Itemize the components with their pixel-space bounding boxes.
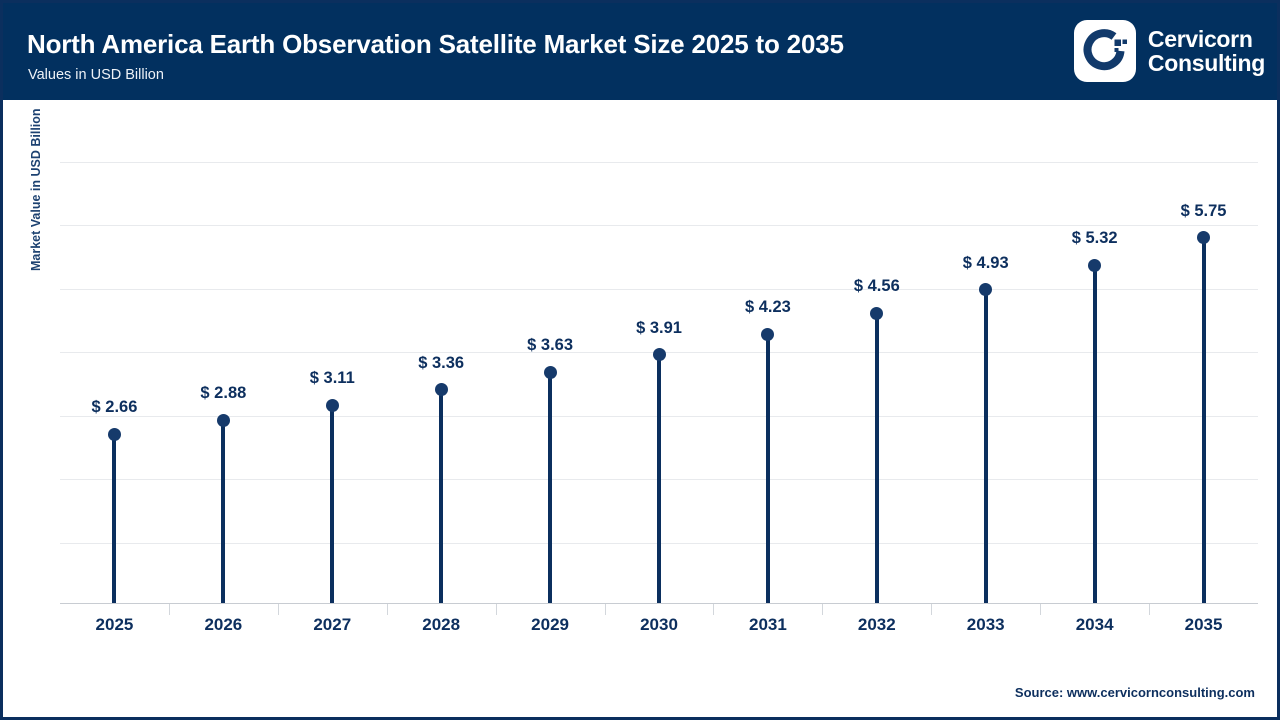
source-note: Source: www.cervicornconsulting.com xyxy=(1014,685,1255,700)
stem-2033 xyxy=(983,289,988,603)
data-label-2030: $ 3.91 xyxy=(636,318,682,337)
x-tick-label-2033: 2033 xyxy=(966,615,1005,634)
x-axis-tick-2032 xyxy=(875,588,879,603)
stem-2027 xyxy=(330,405,335,603)
stem-2032 xyxy=(874,313,879,603)
x-axis-tick-2026 xyxy=(221,588,225,603)
gridline-4 xyxy=(60,288,1258,290)
x-tick-label-2030: 2030 xyxy=(640,615,678,634)
page-subtitle: Values in USD Billion xyxy=(28,67,164,83)
data-point-2034[interactable] xyxy=(1088,258,1102,272)
category-separator xyxy=(168,604,170,615)
page-title: North America Earth Observation Satellit… xyxy=(27,29,844,59)
x-tick-label-2025: 2025 xyxy=(95,615,134,634)
stem-2028 xyxy=(439,389,444,603)
data-label-2026: $ 2.88 xyxy=(200,384,247,403)
x-tick-label-2031: 2031 xyxy=(748,615,787,634)
category-separator xyxy=(495,604,497,615)
category-separator xyxy=(1149,604,1151,615)
header-band: North America Earth Observation Satellit… xyxy=(3,3,1277,100)
stem-2029 xyxy=(548,372,553,603)
x-axis-tick-2025 xyxy=(112,588,116,603)
data-point-2035[interactable] xyxy=(1197,231,1211,245)
data-point-2030[interactable] xyxy=(652,348,666,362)
category-separator xyxy=(931,604,933,615)
data-point-2029[interactable] xyxy=(543,365,557,379)
stem-2025 xyxy=(112,434,117,603)
x-axis-tick-2035 xyxy=(1202,588,1206,603)
stem-2031 xyxy=(765,334,770,603)
category-separator xyxy=(713,604,715,615)
x-axis-tick-2030 xyxy=(657,588,661,603)
brand-logo-text: Cervicorn Consulting xyxy=(1147,25,1265,76)
x-axis-tick-2028 xyxy=(439,588,443,603)
x-tick-label-2032: 2032 xyxy=(857,615,896,634)
stem-2030 xyxy=(657,354,661,603)
data-label-2027: $ 3.11 xyxy=(309,369,355,388)
data-label-2025: $ 2.66 xyxy=(91,398,138,417)
x-axis-tick-2034 xyxy=(1093,588,1097,603)
x-axis-tick-2029 xyxy=(548,588,552,603)
data-label-2031: $ 4.23 xyxy=(744,298,791,317)
brand-name-line2: Consulting xyxy=(1147,50,1265,76)
data-point-2027[interactable] xyxy=(325,398,339,412)
x-tick-label-2034: 2034 xyxy=(1075,615,1114,634)
data-point-2033[interactable] xyxy=(979,283,993,297)
stem-2026 xyxy=(221,420,226,603)
x-tick-label-2028: 2028 xyxy=(422,615,461,634)
category-separator xyxy=(604,604,606,615)
data-label-2028: $ 3.36 xyxy=(418,353,465,372)
x-tick-label-2026: 2026 xyxy=(204,615,243,634)
gridline-5 xyxy=(60,225,1258,227)
x-axis-tick-2027 xyxy=(330,588,334,603)
data-label-2035: $ 5.75 xyxy=(1180,201,1227,220)
data-point-2032[interactable] xyxy=(870,306,884,320)
data-label-2033: $ 4.93 xyxy=(962,253,1009,272)
category-separator xyxy=(1040,604,1042,615)
data-label-2034: $ 5.32 xyxy=(1071,229,1118,248)
x-tick-label-2035: 2035 xyxy=(1184,615,1223,634)
data-point-2031[interactable] xyxy=(761,327,775,341)
x-tick-label-2029: 2029 xyxy=(531,615,569,634)
data-point-2026[interactable] xyxy=(216,413,230,427)
stem-2035 xyxy=(1201,237,1206,603)
data-point-2025[interactable] xyxy=(107,427,121,441)
x-axis-tick-2033 xyxy=(984,588,988,603)
x-tick-label-2027: 2027 xyxy=(313,615,352,634)
x-axis-tick-2031 xyxy=(766,588,770,603)
cervicorn-c-logo-icon xyxy=(1073,20,1136,82)
category-separator xyxy=(277,604,279,615)
data-point-2028[interactable] xyxy=(434,383,448,397)
brand-logo: Cervicorn Consulting xyxy=(1073,16,1265,86)
stem-2034 xyxy=(1092,265,1097,603)
category-separator xyxy=(386,604,388,615)
data-label-2029: $ 3.63 xyxy=(527,336,574,355)
gridline-6 xyxy=(60,161,1258,163)
data-label-2032: $ 4.56 xyxy=(853,277,900,296)
category-separator xyxy=(822,604,824,615)
x-axis-line xyxy=(60,603,1258,604)
y-axis-title: Market Value in USD Billion xyxy=(29,108,43,271)
brand-name-line1: Cervicorn xyxy=(1147,25,1253,52)
